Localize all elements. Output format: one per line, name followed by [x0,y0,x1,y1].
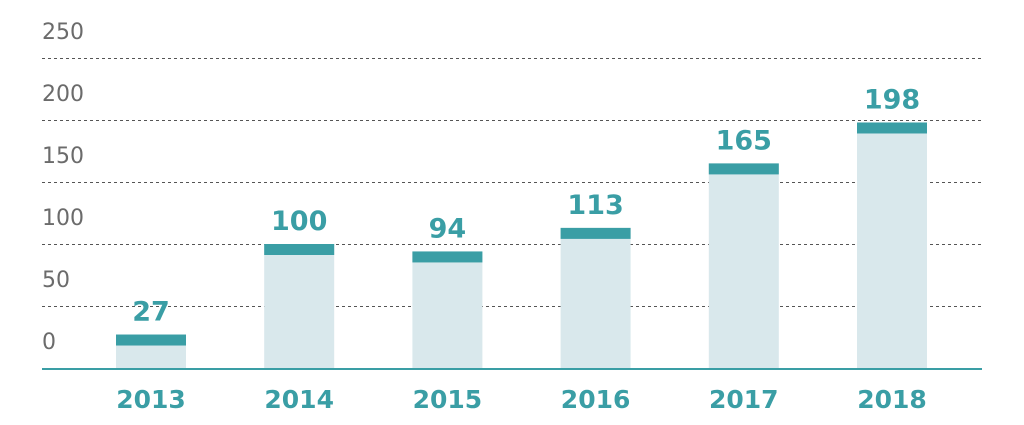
bar-2017 [708,163,779,368]
bar-caps [116,122,927,346]
y-tick-label-100: 100 [42,206,84,231]
y-axis-ticks: 0 50 100 150 200 250 [42,20,84,355]
bar-2014 [264,244,335,368]
x-tick-label-2015: 2015 [413,385,483,414]
y-tick-label-150: 150 [42,144,84,169]
bar-cap-2016 [560,227,631,239]
x-tick-label-2018: 2018 [857,385,927,414]
bar-2015 [412,251,483,368]
data-label-2018: 198 [864,84,920,115]
bars [116,122,927,368]
data-label-2015: 94 [429,213,467,244]
bar-cap-2018 [857,122,927,134]
data-label-2017: 165 [716,125,772,156]
bar-cap-2015 [412,251,483,263]
bar-2016 [560,227,631,368]
y-tick-label-0: 0 [42,330,56,355]
y-tick-label-250: 250 [42,20,84,45]
data-label-2016: 113 [567,190,623,221]
bar-cap-2013 [116,334,186,346]
bar-2018 [857,122,927,368]
bar-cap-2014 [264,244,335,255]
y-tick-label-50: 50 [42,268,70,293]
x-tick-label-2016: 2016 [561,385,631,414]
bar-cap-2017 [708,163,779,175]
x-tick-label-2013: 2013 [116,385,186,414]
x-axis-labels: 2013 2014 2015 2016 2017 2018 [116,385,927,414]
grid-lines [42,58,982,307]
data-labels: 27 100 94 113 165 198 [132,84,920,327]
x-tick-label-2014: 2014 [264,385,334,414]
x-tick-label-2017: 2017 [709,385,779,414]
y-tick-label-200: 200 [42,82,84,107]
data-label-2013: 27 [132,297,170,328]
data-label-2014: 100 [271,206,327,237]
